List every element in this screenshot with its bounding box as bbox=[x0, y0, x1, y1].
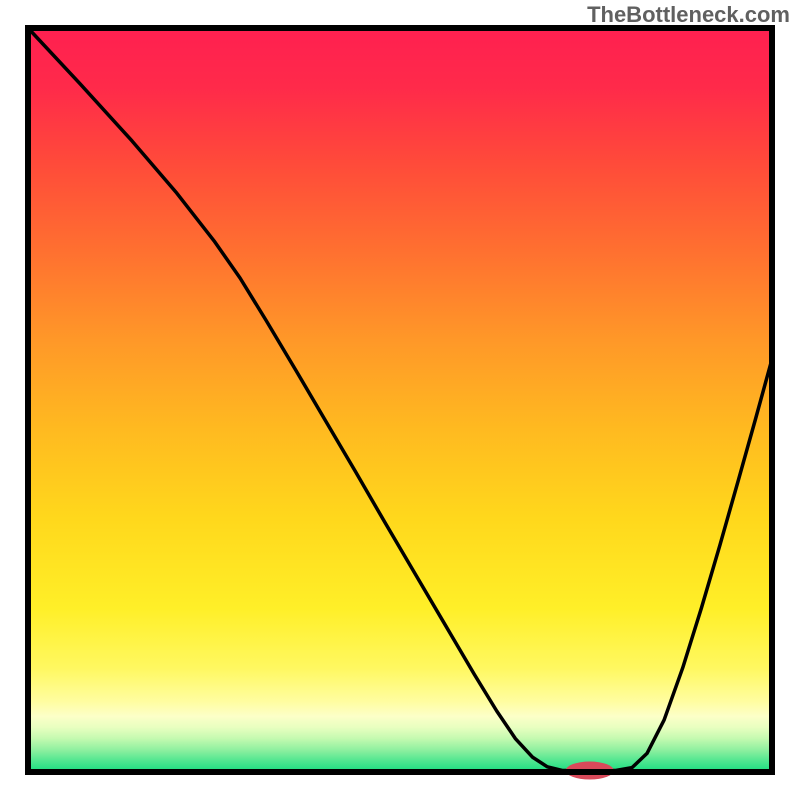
chart-svg bbox=[0, 0, 800, 800]
watermark-text: TheBottleneck.com bbox=[587, 2, 790, 28]
bottleneck-chart: TheBottleneck.com bbox=[0, 0, 800, 800]
gradient-background bbox=[28, 28, 772, 772]
